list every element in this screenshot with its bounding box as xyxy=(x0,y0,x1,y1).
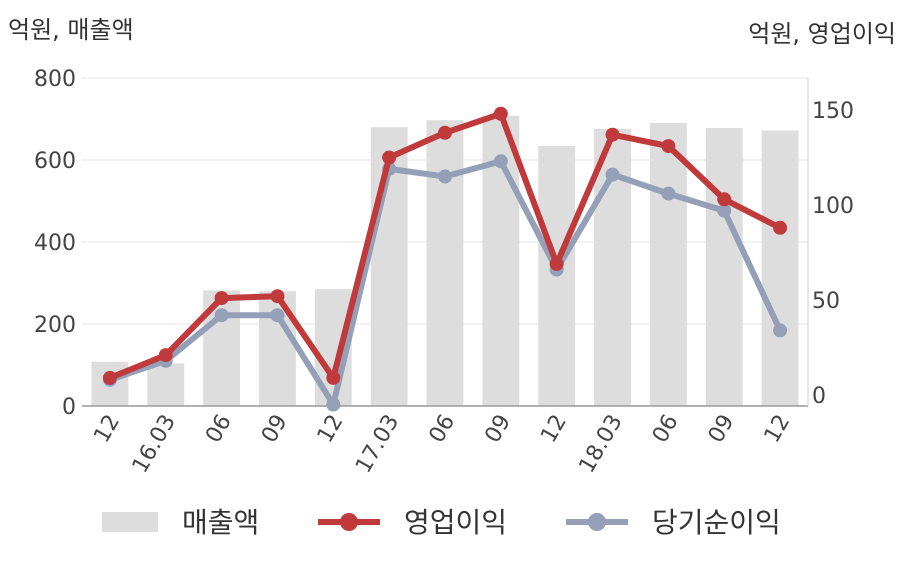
legend-label: 영업이익 xyxy=(404,506,507,539)
data-point xyxy=(214,291,229,306)
x-tick-label: 12 xyxy=(536,411,572,448)
right-axis-unit: 억원, 영업이익 xyxy=(748,20,896,48)
data-point xyxy=(605,127,620,142)
left-tick-label: 400 xyxy=(34,231,76,256)
x-tick-label: 06 xyxy=(425,411,461,448)
left-tick-label: 200 xyxy=(34,313,76,338)
bar xyxy=(761,130,799,407)
left-tick-label: 600 xyxy=(34,149,76,174)
data-point xyxy=(661,186,676,201)
data-point xyxy=(438,125,452,140)
x-tick-label: 18.03 xyxy=(575,411,628,478)
left-tick-label: 800 xyxy=(34,67,76,92)
data-point xyxy=(270,308,285,323)
data-point xyxy=(158,348,173,363)
bar xyxy=(426,120,464,406)
legend: 매출액 영업이익 당기순이익 xyxy=(102,506,781,539)
data-point xyxy=(270,289,285,304)
data-point xyxy=(605,167,620,182)
data-point xyxy=(214,308,229,323)
right-tick-label: 150 xyxy=(812,99,854,124)
data-point xyxy=(773,323,788,338)
x-tick-label: 09 xyxy=(480,411,516,448)
bar xyxy=(705,128,743,406)
x-tick-label: 17.03 xyxy=(351,411,404,478)
data-point xyxy=(493,154,508,169)
legend-marker xyxy=(588,513,606,531)
legend-label: 매출액 xyxy=(182,506,259,539)
x-tick-label: 06 xyxy=(648,411,684,448)
bar xyxy=(649,123,687,406)
data-point xyxy=(326,397,341,412)
x-tick-label: 09 xyxy=(704,411,740,448)
bar-series xyxy=(91,115,799,407)
axes xyxy=(82,78,809,407)
data-point xyxy=(102,370,117,385)
data-point xyxy=(717,203,732,218)
left-tick-label: 0 xyxy=(62,395,76,420)
data-point xyxy=(549,256,564,271)
x-tick-label: 12 xyxy=(89,411,125,448)
legend-label: 당기순이익 xyxy=(652,506,781,539)
data-point xyxy=(382,150,397,165)
left-axis-unit: 억원, 매출액 xyxy=(8,16,134,44)
x-tick-label: 12 xyxy=(760,411,796,448)
bar xyxy=(147,363,185,406)
line-series xyxy=(102,106,788,412)
legend-marker xyxy=(340,513,358,531)
data-point xyxy=(326,370,341,385)
right-tick-label: 100 xyxy=(812,194,854,219)
data-point xyxy=(438,169,452,184)
data-point xyxy=(493,106,508,121)
legend-swatch xyxy=(102,512,158,532)
data-point xyxy=(661,139,676,154)
x-tick-label: 09 xyxy=(257,411,293,448)
data-point xyxy=(773,220,788,235)
x-tick-label: 16.03 xyxy=(128,411,181,478)
right-tick-label: 0 xyxy=(812,384,826,409)
x-tick-label: 06 xyxy=(201,411,237,448)
data-point xyxy=(717,192,732,207)
right-tick-label: 50 xyxy=(812,289,840,314)
x-tick-label: 12 xyxy=(313,411,349,448)
